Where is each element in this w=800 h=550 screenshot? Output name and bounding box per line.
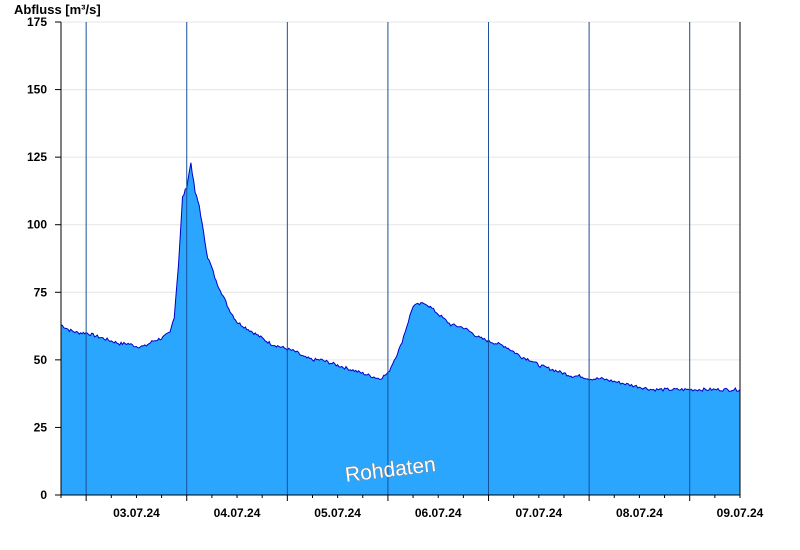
area-series xyxy=(60,162,741,495)
x-tick-label: 06.07.24 xyxy=(415,506,462,520)
axes: 0 25 50 75 100 125 150 175 03.07.24 04.07.24 05.07… xyxy=(27,15,764,520)
day-boundary-lines xyxy=(85,22,691,495)
y-tick-label: 125 xyxy=(27,150,47,164)
x-tick-label: 03.07.24 xyxy=(113,506,160,520)
y-tick-label: 150 xyxy=(27,83,47,97)
x-tick-label: 04.07.24 xyxy=(214,506,261,520)
x-tick-label: 08.07.24 xyxy=(616,506,663,520)
y-tick-label: 50 xyxy=(34,353,48,367)
area-fill xyxy=(61,162,740,495)
y-tick-label: 100 xyxy=(27,218,47,232)
y-tick-label: 75 xyxy=(34,285,48,299)
y-tick-label: 0 xyxy=(40,488,47,502)
y-axis-title: Abfluss [m³/s] xyxy=(14,2,101,17)
x-tick-label: 05.07.24 xyxy=(314,506,361,520)
x-tick-label: 09.07.24 xyxy=(717,506,764,520)
x-tick-label: 07.07.24 xyxy=(515,506,562,520)
y-tick-label: 175 xyxy=(27,15,47,29)
y-tick-label: 25 xyxy=(34,420,48,434)
